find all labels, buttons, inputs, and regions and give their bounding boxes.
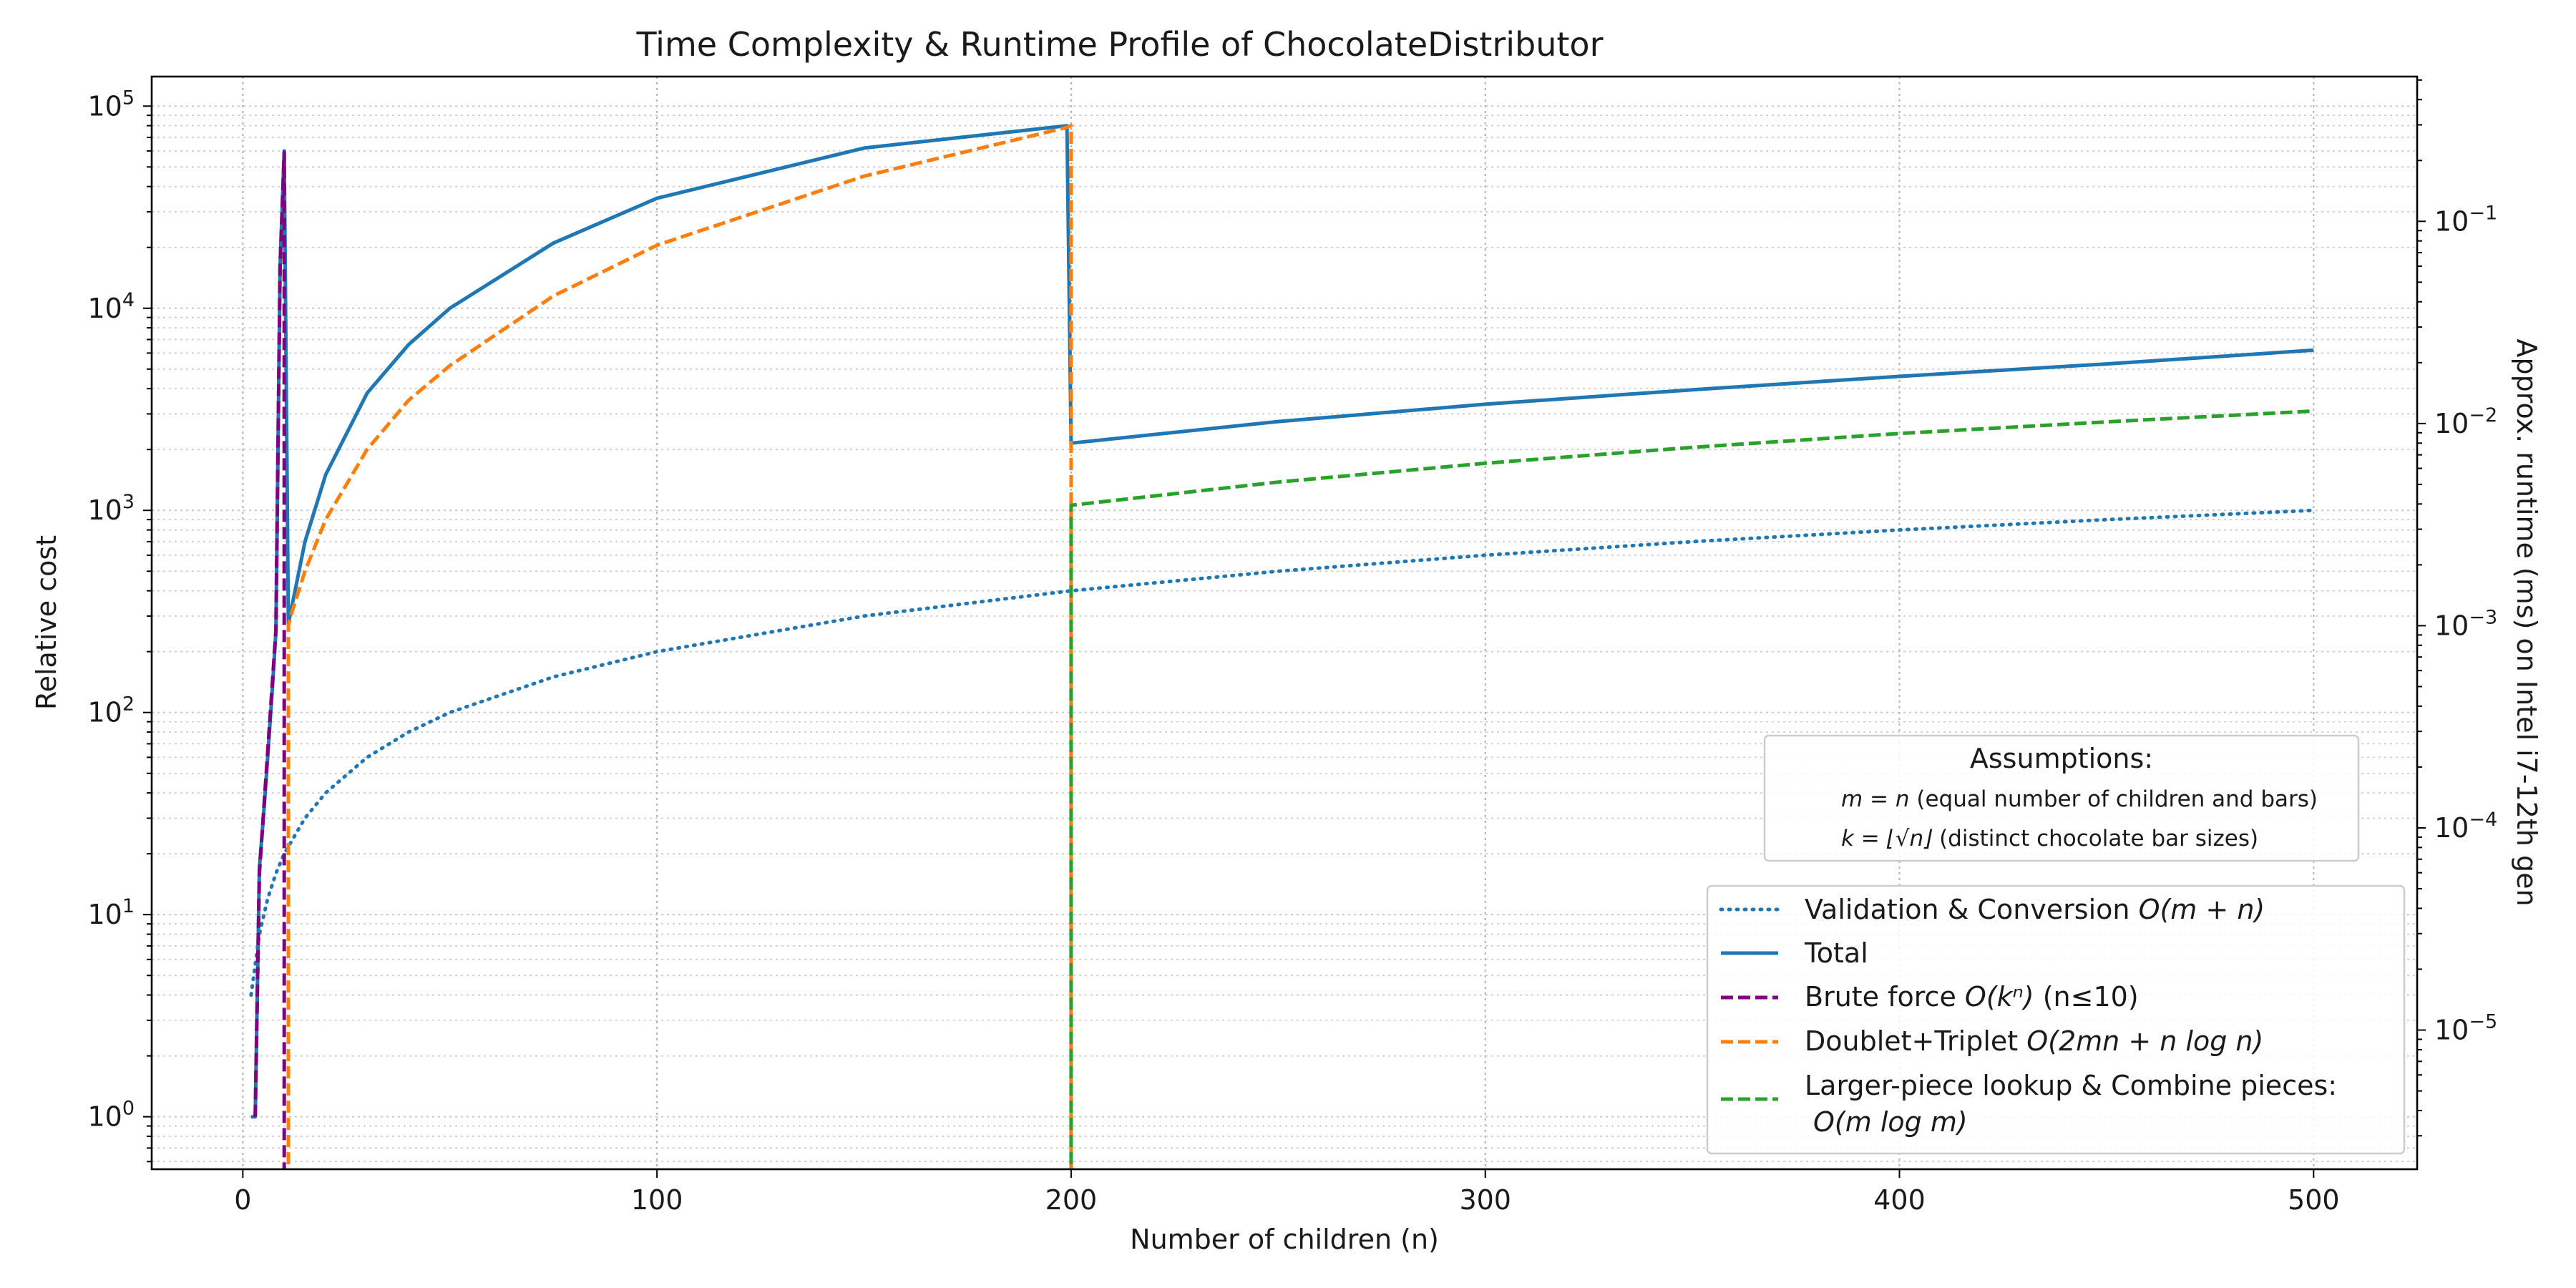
y-axis-label: Relative cost — [31, 535, 62, 710]
assumption-m-equals-n: m = n (equal number of children and bars… — [1841, 786, 2318, 812]
assumption-1-math: m = n — [1841, 786, 1910, 812]
assumption-2-math: k = ⌊√n⌋ — [1841, 826, 1933, 852]
y-tick-label: 102 — [87, 693, 135, 728]
series-line-5 — [1069, 409, 2314, 1169]
y2-tick-label: 10−5 — [2434, 1011, 2497, 1046]
assumption-2-text: (distinct chocolate bar sizes) — [1932, 826, 2258, 852]
x-tick-label: 300 — [1459, 1184, 1511, 1216]
assumptions-title: Assumptions: — [1970, 743, 2153, 774]
x-tick-label: 0 — [234, 1184, 251, 1216]
x-tick-label: 100 — [631, 1184, 683, 1216]
legend-validation-text: Validation & Conversion — [1805, 894, 2139, 925]
axes: 0 100 200 300 400 500 100 101 102 103 104 105 10−5 10… — [87, 79, 2497, 1216]
legend-label-larger-piece: Larger-piece lookup & Combine pieces: — [1805, 1070, 2337, 1101]
legend-label-total: Total — [1804, 937, 1868, 969]
y-tick-label: 103 — [87, 491, 135, 526]
legend-brute-note: (n≤10) — [2034, 981, 2139, 1013]
legend-brute-math: O(kⁿ) — [1965, 981, 2034, 1013]
y2-tick-label: 10−4 — [2434, 809, 2497, 844]
assumption-1-text: (equal number of children and bars) — [1910, 786, 2318, 812]
assumption-k-floor-sqrt-n: k = ⌊√n⌋ (distinct chocolate bar sizes) — [1841, 826, 2258, 852]
y-tick-label: 101 — [87, 895, 135, 930]
legend-brute-text: Brute force — [1805, 981, 1965, 1013]
x-tick-label: 500 — [2288, 1184, 2340, 1216]
chart-title: Time Complexity & Runtime Profile of Cho… — [636, 25, 1604, 64]
x-tick-label: 200 — [1045, 1184, 1098, 1216]
x-axis-label: Number of children (n) — [1130, 1224, 1439, 1255]
legend-doublet-math: O(2mn + n log n) — [2026, 1025, 2263, 1057]
legend-frame — [1706, 884, 2406, 1155]
y-tick-label: 105 — [87, 87, 135, 122]
plot-frame — [150, 75, 2419, 1171]
y2-tick-label: 10−3 — [2434, 606, 2497, 641]
y2-tick-label: 10−2 — [2434, 404, 2497, 439]
legend-label-brute-force: Brute force O(kⁿ) (n≤10) — [1805, 981, 2139, 1013]
legend-label-validation: Validation & Conversion O(m + n) — [1805, 894, 2265, 925]
series-line-1 — [249, 508, 2316, 997]
assumptions-frame — [1763, 734, 2360, 862]
y-tick-label: 100 — [87, 1098, 135, 1133]
legend-label-doublet-triplet: Doublet+Triplet O(2mn + n log n) — [1805, 1025, 2263, 1057]
y2-axis-label: Approx. runtime (ms) on Intel i7-12th ge… — [2511, 338, 2542, 906]
legend-doublet-text: Doublet+Triplet — [1805, 1025, 2026, 1057]
y2-tick-label: 10−1 — [2434, 202, 2497, 237]
series-layer — [249, 124, 2316, 1169]
legend-label-larger-piece-math: O(m log m) — [1813, 1106, 1968, 1138]
legend-validation-math: O(m + n) — [2139, 894, 2265, 925]
series-line-3 — [253, 150, 286, 1169]
legend: Validation & Conversion O(m + n) Total B… — [1706, 884, 2406, 1155]
series-line-4 — [286, 124, 1073, 1169]
x-tick-label: 400 — [1873, 1184, 1926, 1216]
assumptions-box: Assumptions: m = n (equal number of chil… — [1763, 734, 2360, 862]
y-tick-label: 104 — [87, 289, 135, 324]
